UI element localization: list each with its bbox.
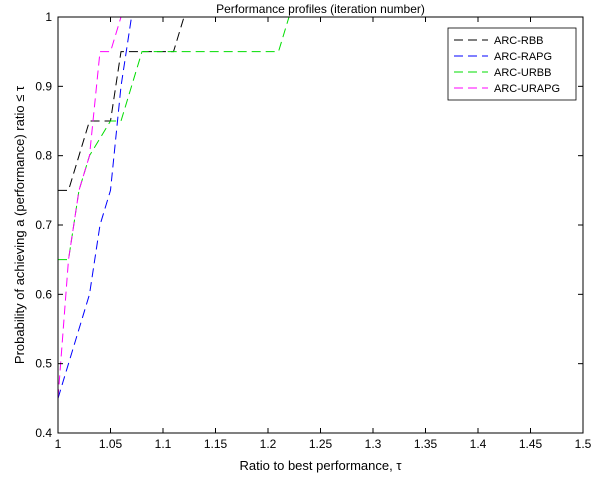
x-axis-title: Ratio to best performance, τ <box>240 458 403 473</box>
x-tick-label: 1.2 <box>260 437 277 451</box>
series-line-arc-rbb <box>58 16 583 191</box>
legend-label-arc-urbb: ARC-URBB <box>494 67 551 79</box>
x-tick-label: 1.25 <box>309 437 333 451</box>
y-tick-label: 0.9 <box>35 79 52 93</box>
x-tick-label: 1.05 <box>99 437 123 451</box>
legend: ARC-RBB ARC-RAPG ARC-URBB ARC-URAPG <box>447 27 577 101</box>
x-tick-label: 1.4 <box>470 437 487 451</box>
y-tick-label: 1 <box>45 10 52 24</box>
x-tick-label: 1.15 <box>204 437 228 451</box>
legend-label-arc-rapg: ARC-RAPG <box>494 51 552 63</box>
y-tick-label: 0.5 <box>35 357 52 371</box>
x-tick-label: 1.3 <box>365 437 382 451</box>
series-layer <box>57 16 583 399</box>
x-tick-label: 1.1 <box>155 437 172 451</box>
plot-frame <box>57 16 584 434</box>
y-tick-label: 0.8 <box>35 149 52 163</box>
x-tick-label: 1.35 <box>414 437 438 451</box>
y-axis-title: Probability of achieving a (performance)… <box>12 85 27 364</box>
x-tick-label: 1.45 <box>519 437 543 451</box>
y-tick-label: 0.4 <box>35 426 52 440</box>
ticks-layer: 1 1.05 1.1 1.15 1.2 1.25 1.3 1.35 1.4 1.45 1.5 0.4 0… <box>35 10 591 451</box>
series-line-arc-rapg <box>57 16 583 399</box>
y-tick-label: 0.6 <box>35 287 52 301</box>
series-line-arc-urapg <box>57 16 583 399</box>
x-tick-label: 1 <box>55 437 62 451</box>
y-tick-label: 0.7 <box>35 218 52 232</box>
legend-label-arc-urapg: ARC-URAPG <box>494 83 560 95</box>
x-tick-label: 1.5 <box>575 437 592 451</box>
legend-label-arc-rbb: ARC-RBB <box>494 35 544 47</box>
chart-title: Performance profiles (iteration number) <box>216 2 425 16</box>
